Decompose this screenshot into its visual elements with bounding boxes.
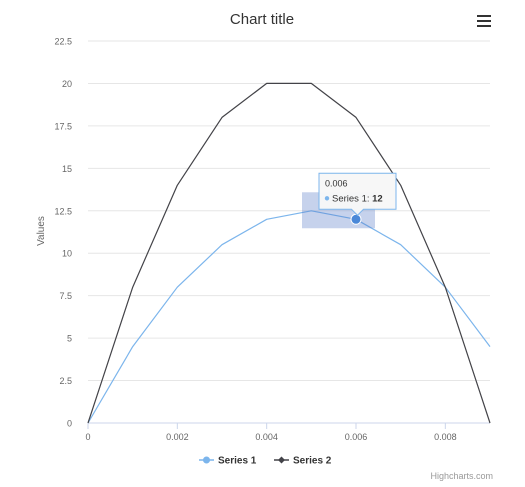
- series-line-1[interactable]: [87, 210, 491, 424]
- y-tick-label: 5: [67, 334, 72, 344]
- y-tick-label: 17.5: [54, 121, 72, 131]
- hovered-point[interactable]: [350, 213, 362, 225]
- legend-label: Series 1: [218, 456, 257, 467]
- legend: Series 1 Series 2: [199, 456, 332, 467]
- hamburger-menu-icon[interactable]: [472, 10, 496, 32]
- y-axis-title: Values: [36, 216, 47, 246]
- legend-item-series-1[interactable]: Series 1: [199, 456, 257, 467]
- series: [87, 82, 491, 424]
- tooltip-series-value: Series 1: 12: [332, 193, 383, 204]
- legend-item-series-2[interactable]: Series 2: [274, 456, 332, 467]
- y-tick-label: 12.5: [54, 206, 72, 216]
- y-tick-label: 20: [62, 79, 72, 89]
- series-line-2[interactable]: [87, 82, 491, 424]
- x-tick-label: 0.004: [255, 432, 278, 442]
- credits-link[interactable]: Highcharts.com: [430, 471, 493, 481]
- x-tick-label: 0.008: [434, 432, 457, 442]
- y-tick-label: 10: [62, 249, 72, 259]
- legend-marker-diamond: [278, 456, 285, 464]
- x-tick-label: 0: [85, 432, 90, 442]
- legend-marker-circle: [203, 456, 210, 464]
- menu-bar: [477, 15, 491, 17]
- menu-bar: [477, 25, 491, 27]
- chart-title: Chart title: [230, 11, 294, 28]
- tooltip-series-dot: [324, 196, 330, 201]
- y-tick-label: 0: [67, 419, 72, 429]
- grid-lines: [88, 40, 490, 424]
- axes: 0 2.5 5 7.5 10 12.5 15 17.5 20 22.5 0 0.002 0.004 0.0…: [54, 37, 456, 443]
- y-tick-label: 15: [62, 164, 72, 174]
- menu-bar: [477, 20, 491, 22]
- y-tick-label: 2.5: [59, 376, 72, 386]
- y-tick-label: 22.5: [54, 37, 72, 47]
- x-tick-label: 0.006: [345, 432, 368, 442]
- tooltip: 0.006 Series 1: 12: [302, 172, 397, 229]
- x-tick-label: 0.002: [166, 432, 189, 442]
- y-tick-label: 7.5: [59, 291, 72, 301]
- tooltip-box: [318, 172, 397, 216]
- legend-label: Series 2: [293, 456, 332, 467]
- tooltip-header: 0.006: [325, 178, 348, 188]
